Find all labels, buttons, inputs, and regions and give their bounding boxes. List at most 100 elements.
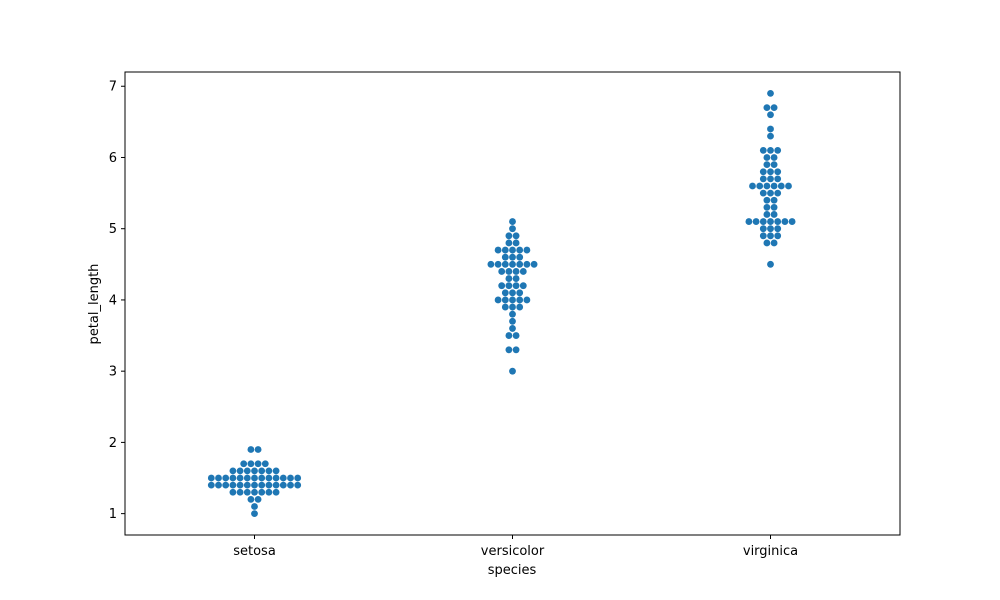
versicolor-point xyxy=(516,253,524,261)
setosa-point xyxy=(265,481,273,489)
versicolor-point xyxy=(509,218,516,225)
setosa-point xyxy=(215,481,222,489)
versicolor-point xyxy=(498,268,506,275)
setosa-point xyxy=(258,467,266,475)
virginica-point xyxy=(774,189,782,197)
x-tick-label-setosa: setosa xyxy=(233,544,276,559)
y-tick-label: 6 xyxy=(109,151,117,166)
setosa-point xyxy=(236,474,244,482)
x-tick-label-virginica: virginica xyxy=(743,544,798,559)
versicolor-point xyxy=(512,232,520,240)
setosa-point xyxy=(229,474,237,482)
setosa-point xyxy=(251,467,258,475)
virginica-point xyxy=(763,161,771,169)
setosa-point xyxy=(247,495,255,503)
versicolor-point xyxy=(498,282,506,290)
versicolor-point xyxy=(501,260,509,268)
setosa-point xyxy=(254,495,262,503)
plot-frame xyxy=(124,71,901,536)
versicolor-point xyxy=(505,232,513,240)
virginica-point xyxy=(767,189,774,197)
versicolor-point xyxy=(509,310,516,318)
versicolor-point xyxy=(494,296,502,304)
setosa-point xyxy=(243,467,251,475)
setosa-point xyxy=(222,474,230,482)
versicolor-point xyxy=(509,260,516,268)
setosa-point xyxy=(279,474,287,482)
virginica-point xyxy=(770,161,778,169)
virginica-point xyxy=(781,218,789,225)
virginica-point xyxy=(767,175,774,183)
versicolor-point xyxy=(509,367,516,375)
versicolor-point xyxy=(505,268,513,275)
virginica-point xyxy=(770,239,778,247)
virginica-point xyxy=(759,175,767,183)
setosa-point xyxy=(236,488,244,496)
virginica-point xyxy=(763,196,771,204)
virginica-point xyxy=(767,168,774,176)
setosa-point xyxy=(251,510,258,518)
setosa-point xyxy=(247,460,255,468)
versicolor-point xyxy=(509,253,516,261)
virginica-point xyxy=(767,225,774,233)
y-tick-label: 1 xyxy=(109,507,117,522)
versicolor-point xyxy=(501,303,509,311)
virginica-point xyxy=(770,196,778,204)
setosa-point xyxy=(215,474,222,482)
versicolor-point xyxy=(512,268,520,275)
virginica-point xyxy=(767,89,774,97)
virginica-point xyxy=(767,125,774,133)
setosa-point xyxy=(236,467,244,475)
versicolor-point xyxy=(516,260,524,268)
virginica-point xyxy=(767,111,774,119)
y-tick-label: 5 xyxy=(109,222,117,237)
versicolor-point xyxy=(512,282,520,290)
y-tick-label: 3 xyxy=(109,365,117,380)
virginica-point xyxy=(763,154,771,161)
setosa-point xyxy=(229,488,237,496)
virginica-point xyxy=(770,104,778,112)
setosa-point xyxy=(229,481,237,489)
versicolor-point xyxy=(512,346,520,354)
setosa-point xyxy=(243,481,251,489)
virginica-point xyxy=(759,168,767,176)
setosa-point xyxy=(265,488,273,496)
versicolor-point xyxy=(505,332,513,339)
versicolor-point xyxy=(501,289,509,297)
versicolor-point xyxy=(523,260,531,268)
versicolor-point xyxy=(501,246,509,254)
virginica-point xyxy=(767,218,774,225)
y-tick-label: 4 xyxy=(109,293,117,308)
setosa-point xyxy=(236,481,244,489)
setosa-point xyxy=(265,467,273,475)
virginica-point xyxy=(774,225,782,233)
x-tick-label-versicolor: versicolor xyxy=(481,544,545,559)
virginica-point xyxy=(770,203,778,211)
versicolor-point xyxy=(523,296,531,304)
y-tick-label: 2 xyxy=(109,436,117,451)
virginica-point xyxy=(767,260,774,268)
versicolor-point xyxy=(523,246,531,254)
setosa-point xyxy=(272,481,280,489)
virginica-point xyxy=(759,146,767,154)
versicolor-point xyxy=(505,346,513,354)
virginica-point xyxy=(774,168,782,176)
data-points xyxy=(207,89,796,518)
versicolor-point xyxy=(516,296,524,304)
versicolor-point xyxy=(509,325,516,332)
versicolor-point xyxy=(509,303,516,311)
versicolor-point xyxy=(505,282,513,290)
virginica-point xyxy=(767,146,774,154)
setosa-point xyxy=(243,488,251,496)
versicolor-point xyxy=(505,275,513,282)
setosa-point xyxy=(247,446,255,453)
virginica-point xyxy=(770,154,778,161)
x-axis-ticks: setosa versicolor virginica xyxy=(233,535,798,559)
setosa-point xyxy=(254,446,262,453)
versicolor-point xyxy=(509,296,516,304)
versicolor-point xyxy=(494,246,502,254)
virginica-point xyxy=(770,182,778,190)
versicolor-point xyxy=(512,332,520,339)
setosa-point xyxy=(251,481,258,489)
